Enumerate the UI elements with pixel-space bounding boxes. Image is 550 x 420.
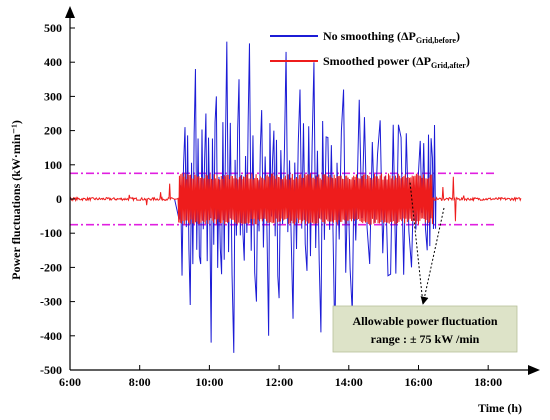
y-tick-label: -200 [40,260,62,274]
legend-label-no-smoothing: No smoothing (ΔPGrid,before) [323,29,460,45]
legend: No smoothing (ΔPGrid,before) Smoothed po… [270,29,470,70]
x-tick-label: 12:00 [265,375,293,389]
x-tick-label: 6:00 [59,375,81,389]
series-no-smoothing [174,41,437,353]
y-axis-arrow-icon [65,6,75,18]
y-tick-label: 100 [44,158,62,172]
x-tick-label: 14:00 [335,375,363,389]
x-tick-label: 8:00 [129,375,151,389]
series-line-no-smoothing [174,41,437,353]
y-tick-label: 500 [44,21,62,35]
y-axis-label: Power fluctuations (kW·min⁻¹) [9,120,23,280]
annotation-box [332,305,518,353]
legend-label-smoothed-power: Smoothed power (ΔPGrid,after) [323,54,470,70]
y-tick-label: 0 [56,192,62,206]
axes [65,6,540,375]
y-tick-label: -500 [40,363,62,377]
series-smoothed-power [69,173,522,225]
annotation-callout: Allowable power fluctuation range : ± 75… [332,181,518,353]
y-tick-label: -100 [40,226,62,240]
y-tick-label: 200 [44,124,62,138]
y-tick-label: 400 [44,55,62,69]
x-tick-label: 10:00 [195,375,223,389]
y-tick-label: 300 [44,89,62,103]
annotation-line-2: range : ± 75 kW /min [371,332,480,346]
x-tick-label: 18:00 [474,375,502,389]
x-axis-arrow-icon [528,365,540,375]
x-tick-label: 16:00 [404,375,432,389]
annotation-pointer-upper [409,181,424,305]
x-axis-label: Time (h) [478,401,522,415]
annotation-line-1: Allowable power fluctuation [352,314,497,328]
annotation-pointer-lower [420,207,445,305]
axis-ticks: -500 -400 -300 -200 -100 0 100 200 300 400 500 6:00… [40,21,502,389]
y-tick-label: -300 [40,295,62,309]
series-line-smoothed-power [69,173,522,225]
y-tick-label: -400 [40,329,62,343]
